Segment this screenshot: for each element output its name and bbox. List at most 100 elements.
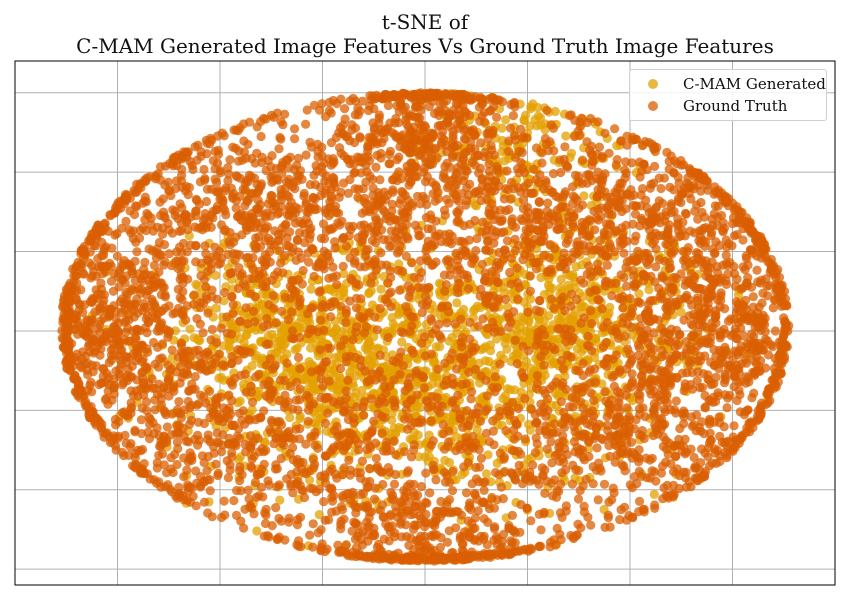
data-point <box>190 222 200 232</box>
data-point <box>444 457 454 468</box>
data-point <box>402 119 412 129</box>
data-point <box>459 149 469 159</box>
data-point <box>139 302 149 312</box>
data-point <box>135 180 145 190</box>
data-point <box>111 366 121 376</box>
data-point <box>332 333 342 343</box>
data-point <box>620 165 630 175</box>
series-ground-truth <box>57 88 794 566</box>
data-point <box>470 152 480 162</box>
data-point <box>385 146 395 156</box>
data-point <box>424 101 434 112</box>
data-point <box>284 163 294 173</box>
data-point <box>237 230 247 240</box>
data-point <box>79 269 89 279</box>
data-point <box>187 161 197 171</box>
data-point <box>709 209 719 219</box>
data-point <box>465 179 475 189</box>
data-point <box>544 311 554 321</box>
data-point <box>74 305 84 315</box>
data-point <box>131 356 141 366</box>
data-point <box>295 414 305 424</box>
data-point <box>497 147 507 157</box>
data-point <box>394 310 404 320</box>
data-point <box>350 247 360 257</box>
data-point <box>147 294 157 305</box>
data-point <box>477 99 487 109</box>
data-point <box>727 241 737 251</box>
data-point <box>160 213 170 223</box>
data-point <box>351 303 361 313</box>
data-point <box>387 409 397 419</box>
data-point <box>177 170 187 180</box>
data-point <box>655 218 665 228</box>
data-point <box>83 370 93 380</box>
data-point <box>510 245 520 256</box>
data-point <box>174 397 184 407</box>
data-point <box>223 249 233 260</box>
data-point <box>628 303 638 313</box>
data-point <box>101 336 111 347</box>
data-point <box>232 249 242 259</box>
data-point <box>65 365 75 375</box>
data-point <box>707 228 717 238</box>
data-point <box>76 285 86 295</box>
data-point <box>121 358 132 368</box>
chart-title-line-1: t-SNE of <box>381 10 469 34</box>
data-point <box>444 336 454 346</box>
data-point <box>420 452 430 462</box>
data-point <box>326 108 336 118</box>
data-point <box>492 164 502 174</box>
data-point <box>191 279 201 289</box>
data-point <box>129 209 140 220</box>
data-point <box>472 425 482 435</box>
data-point <box>86 377 96 387</box>
data-point <box>241 303 251 313</box>
data-point <box>508 351 518 361</box>
data-point <box>504 146 514 156</box>
data-point <box>421 213 431 223</box>
data-point <box>155 250 165 260</box>
data-point <box>392 101 402 111</box>
data-point <box>112 228 122 239</box>
data-point <box>306 343 316 353</box>
data-point <box>371 90 382 100</box>
data-point <box>143 347 153 357</box>
data-point <box>509 99 519 109</box>
data-point <box>523 178 534 188</box>
data-point <box>533 111 543 121</box>
data-point <box>148 383 158 393</box>
data-point <box>610 227 620 237</box>
data-point <box>153 362 164 372</box>
data-point <box>173 150 183 160</box>
data-point <box>481 469 492 479</box>
data-point <box>462 196 472 206</box>
data-point <box>326 138 337 148</box>
chart-title-line-2: C-MAM Generated Image Features Vs Ground… <box>76 34 774 58</box>
data-point <box>163 177 173 187</box>
data-point <box>594 295 604 305</box>
data-point <box>416 136 426 146</box>
data-point <box>122 193 132 203</box>
data-point <box>649 489 659 499</box>
data-point <box>234 455 244 465</box>
data-point <box>661 207 671 217</box>
data-point <box>340 104 350 114</box>
data-point <box>363 346 373 356</box>
data-point <box>106 345 116 355</box>
data-point <box>414 118 424 128</box>
data-point <box>228 191 238 201</box>
data-point <box>461 124 471 135</box>
data-point <box>175 293 185 303</box>
data-point <box>127 326 138 336</box>
data-point <box>470 215 480 226</box>
data-point <box>656 183 666 194</box>
data-point <box>500 294 510 304</box>
data-point <box>112 251 122 261</box>
data-point <box>185 324 195 334</box>
data-point <box>418 144 428 154</box>
data-point <box>339 285 349 295</box>
data-point <box>140 257 150 267</box>
